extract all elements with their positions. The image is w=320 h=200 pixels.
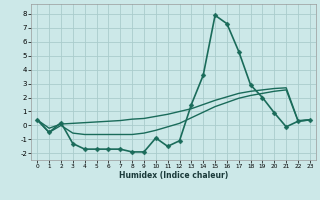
X-axis label: Humidex (Indice chaleur): Humidex (Indice chaleur) — [119, 171, 228, 180]
